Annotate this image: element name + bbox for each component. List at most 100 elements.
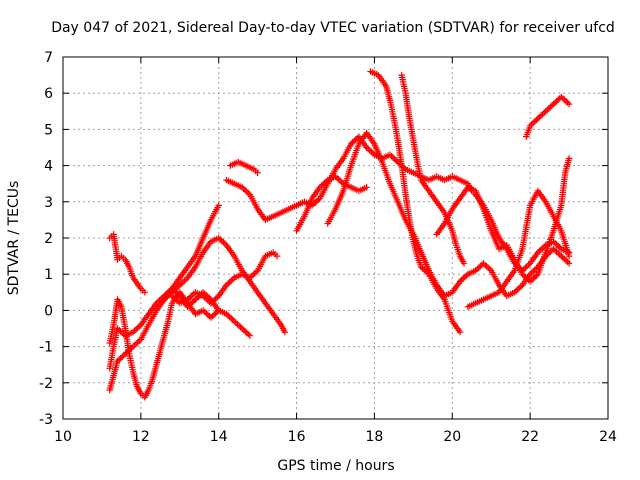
- data-point: [547, 248, 554, 255]
- data-point: [115, 326, 123, 334]
- data-point: [134, 339, 141, 346]
- data-point: [228, 277, 235, 284]
- data-point: [207, 314, 215, 321]
- data-point: [544, 106, 551, 114]
- data-point: [184, 296, 191, 303]
- data-point: [547, 103, 554, 111]
- y-tick-label: 5: [44, 122, 53, 138]
- data-point: [365, 145, 372, 153]
- data-point: [246, 332, 254, 339]
- data-point: [203, 295, 210, 302]
- data-point: [220, 239, 227, 246]
- series-arc-13: [433, 155, 573, 285]
- data-point: [126, 346, 134, 353]
- data-point: [461, 273, 468, 281]
- data-point: [562, 257, 570, 264]
- data-point: [421, 266, 428, 274]
- data-point: [134, 324, 141, 331]
- data-point: [243, 188, 250, 195]
- data-point: [235, 322, 243, 329]
- x-tick-labels: 10 12 14 16 18 20 22 24: [54, 429, 617, 445]
- data-point: [553, 248, 560, 255]
- data-point: [561, 96, 568, 103]
- data-point: [530, 275, 537, 282]
- x-tick-label: 16: [288, 429, 306, 445]
- data-point: [133, 326, 140, 333]
- data-point: [561, 255, 568, 263]
- data-point: [475, 264, 482, 271]
- data-point: [368, 148, 375, 155]
- x-tick-label: 22: [521, 429, 539, 445]
- data-point: [281, 328, 289, 336]
- data-point: [173, 297, 180, 304]
- series-arc-4: [106, 234, 289, 394]
- data-point: [550, 100, 557, 108]
- data-point: [541, 243, 548, 250]
- y-tick-label: 0: [44, 303, 53, 319]
- data-point: [119, 353, 126, 360]
- y-axis-title: SDTVAR / TECUs: [6, 181, 22, 296]
- data-point: [516, 284, 523, 292]
- data-point: [523, 263, 531, 270]
- data-point: [133, 340, 140, 347]
- data-point: [424, 269, 431, 276]
- data-point: [522, 264, 529, 271]
- data-point: [550, 245, 557, 253]
- y-tick-label: -3: [39, 412, 53, 428]
- data-point: [537, 112, 545, 119]
- data-point: [318, 182, 325, 190]
- y-tick-label: 4: [44, 159, 53, 175]
- y-tick-label: -2: [39, 376, 53, 392]
- series-arc-15: [523, 93, 573, 140]
- data-point: [249, 271, 257, 279]
- data-point: [536, 113, 543, 121]
- data-point: [242, 187, 249, 194]
- data-point: [486, 265, 493, 273]
- data-point: [125, 347, 132, 355]
- data-point: [221, 240, 229, 247]
- x-tick-label: 10: [54, 429, 72, 445]
- data-point: [209, 313, 216, 320]
- series-arc-11: [367, 68, 464, 336]
- chart-title: Day 047 of 2021, Sidereal Day-to-day VTE…: [51, 20, 615, 36]
- data-point: [564, 99, 571, 106]
- data-point: [545, 105, 552, 112]
- data-point: [203, 310, 210, 317]
- data-point: [210, 311, 218, 318]
- data-point: [363, 184, 370, 191]
- data-point: [530, 268, 537, 275]
- data-point: [369, 150, 377, 157]
- data-point: [477, 263, 484, 270]
- data-point: [201, 308, 208, 315]
- data-point: [555, 242, 562, 250]
- data-point: [229, 316, 236, 323]
- series-arc-10: [324, 129, 573, 300]
- series-arc-6: [168, 249, 281, 307]
- data-point: [115, 356, 123, 363]
- data-point: [484, 264, 492, 271]
- data-point: [141, 289, 148, 296]
- data-point: [182, 276, 190, 283]
- data-point: [209, 298, 216, 305]
- data-point: [228, 315, 235, 322]
- data-point: [542, 108, 549, 115]
- x-tick-label: 20: [443, 429, 461, 445]
- data-point: [541, 109, 548, 116]
- data-point: [460, 260, 468, 267]
- data-point: [170, 294, 177, 301]
- data-point: [313, 197, 320, 205]
- data-point: [531, 118, 538, 125]
- x-tick-label: 14: [210, 429, 228, 445]
- data-point: [120, 352, 127, 359]
- series-arc-1: [106, 231, 148, 296]
- data-point: [238, 325, 246, 332]
- data-point: [393, 157, 400, 164]
- data-point: [234, 321, 241, 328]
- y-tick-labels: -3 -2 -1 0 1 2 3 4 5 6 7: [39, 50, 53, 428]
- series-arc-8: [227, 158, 261, 176]
- data-point: [565, 260, 573, 267]
- data-point: [551, 239, 559, 247]
- data-point: [242, 328, 249, 335]
- data-point: [531, 273, 538, 281]
- axis-ticks: [62, 56, 609, 420]
